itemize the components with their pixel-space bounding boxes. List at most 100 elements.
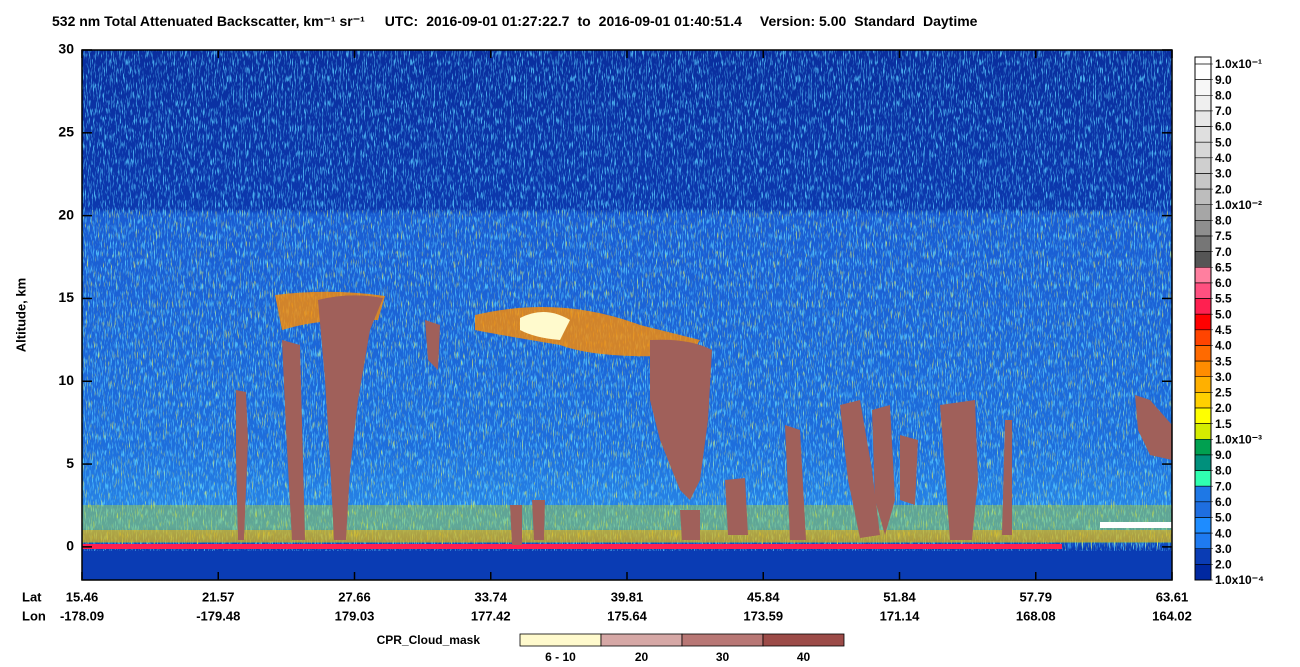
lon-tick-label: 175.64 (607, 608, 648, 623)
colorbar-tick-label: 2.0 (1215, 182, 1232, 196)
colorbar-band (1194, 220, 1212, 237)
colorbar-band (1194, 329, 1212, 346)
colorbar-band (1194, 501, 1212, 518)
colorbar-band (1194, 376, 1212, 393)
colorbar-band (1194, 63, 1212, 80)
cloud-mask-label: CPR_Cloud_mask (377, 633, 481, 647)
colorbar-tick-label: 2.0 (1215, 558, 1232, 572)
colorbar-tick-label: 8.0 (1215, 214, 1232, 228)
colorbar-band (1194, 345, 1212, 362)
end-time: 2016-09-01 01:40:51.4 (599, 13, 742, 29)
lon-tick-label: -178.09 (60, 608, 104, 623)
time-joiner: to (577, 13, 590, 29)
colorbar-tick-label: 1.0x10⁻¹ (1215, 57, 1262, 71)
colorbar-band (1194, 251, 1212, 268)
colorbar-tick-label: 9.0 (1215, 448, 1232, 462)
cloud-mask-swatch (762, 633, 845, 647)
colorbar-band (1194, 235, 1212, 252)
y-tick-label: 30 (58, 41, 74, 57)
colorbar-tick-label: 7.5 (1215, 229, 1232, 243)
lat-tick-label: 39.81 (611, 589, 644, 604)
colorbar-tick-label: 1.0x10⁻⁴ (1215, 573, 1264, 587)
y-axis-label: Altitude, km (13, 278, 28, 352)
colorbar-band (1194, 360, 1212, 377)
cloud-mask-entry: 40 (797, 650, 811, 664)
colorbar-tick-label: 2.5 (1215, 386, 1232, 400)
lon-tick-label: 168.08 (1016, 608, 1056, 623)
colorbar-band (1194, 517, 1212, 534)
colorbar-tick-label: 3.0 (1215, 167, 1232, 181)
y-tick-label: 0 (66, 538, 74, 554)
colorbar-band (1194, 95, 1212, 112)
colorbar-band (1194, 564, 1212, 581)
colorbar-tick-label: 8.0 (1215, 88, 1232, 102)
cloud-mask-entry: 6 - 10 (545, 650, 576, 664)
colorbar-band (1194, 110, 1212, 127)
start-time: 2016-09-01 01:27:22.7 (426, 13, 569, 29)
colorbar-band (1194, 188, 1212, 205)
cloud-mask-entry: 30 (716, 650, 730, 664)
lat-tick-label: 45.84 (747, 589, 780, 604)
colorbar-tick-label: 4.0 (1215, 151, 1232, 165)
colorbar-tick-label: 2.0 (1215, 401, 1232, 415)
lon-tick-label: 171.14 (880, 608, 921, 623)
colorbar-band (1194, 454, 1212, 471)
lon-tick-label: 177.42 (471, 608, 511, 623)
lat-tick-label: 63.61 (1156, 589, 1189, 604)
lon-tick-label: -179.48 (196, 608, 240, 623)
chart-title: 532 nm Total Attenuated Backscatter, km⁻… (52, 13, 365, 29)
colorbar-band (1194, 485, 1212, 503)
colorbar-tick-label: 5.0 (1215, 511, 1232, 525)
cloud-mask-swatch (681, 633, 764, 647)
colorbar-tick-label: 6.0 (1215, 120, 1232, 134)
lon-label: Lon (22, 608, 46, 623)
colorbar-band (1194, 392, 1212, 409)
version: Version: 5.00 (760, 13, 847, 29)
cloud-mask-swatch (600, 633, 683, 647)
colorbar-tick-label: 3.5 (1215, 354, 1232, 368)
lat-tick-label: 21.57 (202, 589, 235, 604)
cloud-mask-entry: 20 (635, 650, 649, 664)
colorbar-tick-label: 6.0 (1215, 276, 1232, 290)
chart-header: 532 nm Total Attenuated Backscatter, km⁻… (52, 13, 978, 29)
colorbar-band (1194, 141, 1212, 159)
colorbar-tick-label: 3.0 (1215, 542, 1232, 556)
colorbar-tick-label: 1.0x10⁻² (1215, 198, 1262, 212)
lon-tick-label: 173.59 (743, 608, 783, 623)
colorbar-band (1194, 423, 1212, 440)
colorbar-tick-label: 1.5 (1215, 417, 1232, 431)
colorbar-band (1194, 204, 1212, 221)
colorbar-band (1194, 548, 1212, 565)
colorbar-band (1194, 173, 1212, 190)
colorbar-band (1194, 157, 1212, 174)
colorbar-band (1194, 313, 1212, 331)
y-tick-label: 20 (58, 206, 74, 222)
colorbar-tick-label: 8.0 (1215, 464, 1232, 478)
colorbar-tick-label: 5.0 (1215, 307, 1232, 321)
colorbar-tick-label: 7.0 (1215, 245, 1232, 259)
colorbar-band (1194, 439, 1212, 456)
y-tick-label: 15 (58, 289, 74, 305)
colorbar-band (1194, 532, 1212, 549)
product: Standard (854, 13, 915, 29)
y-tick-label: 5 (66, 455, 74, 471)
colorbar-frame (1194, 56, 1212, 581)
colorbar-tick-label: 3.0 (1215, 370, 1232, 384)
y-tick-label: 25 (58, 124, 74, 140)
lat-label: Lat (22, 589, 42, 604)
lat-tick-label: 15.46 (66, 589, 99, 604)
colorbar-tick-label: 4.0 (1215, 526, 1232, 540)
lon-tick-label: 179.03 (335, 608, 375, 623)
colorbar-tick-label: 7.0 (1215, 479, 1232, 493)
curtain-image (82, 50, 1172, 580)
lat-tick-label: 33.74 (474, 589, 507, 604)
colorbar-tick-label: 7.0 (1215, 104, 1232, 118)
colorbar-tick-label: 6.0 (1215, 495, 1232, 509)
colorbar-tick-label: 4.5 (1215, 323, 1232, 337)
lat-tick-label: 27.66 (338, 589, 371, 604)
y-tick-label: 10 (58, 372, 74, 388)
colorbar-tick-label: 5.5 (1215, 292, 1232, 306)
colorbar-band (1194, 79, 1212, 96)
